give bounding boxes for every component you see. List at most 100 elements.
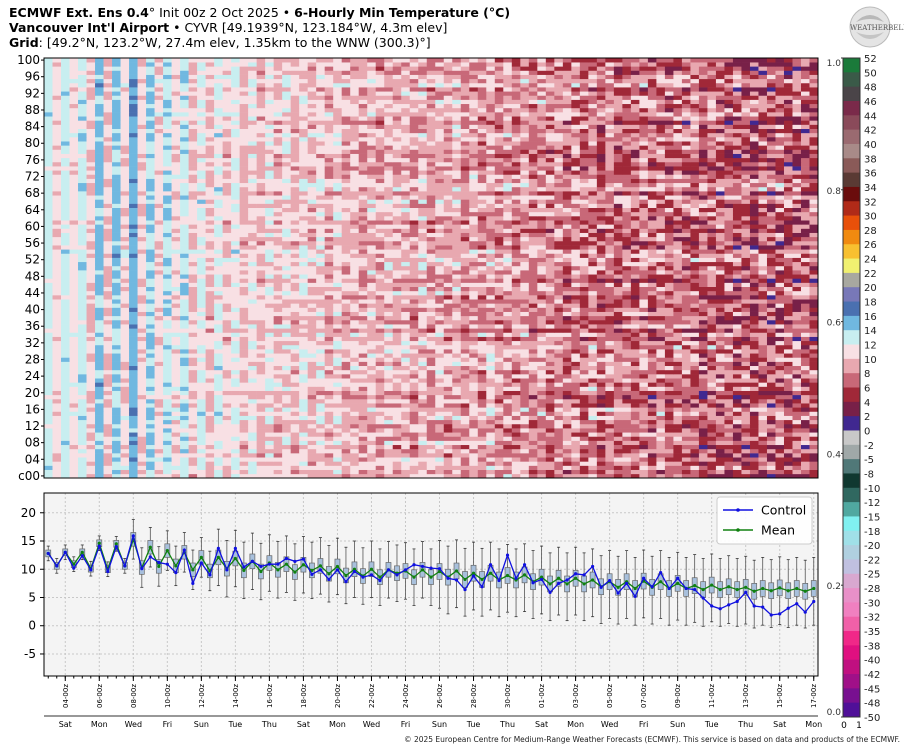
heatmap-cell xyxy=(154,328,164,333)
heatmap-cell xyxy=(324,419,334,425)
heatmap-cell xyxy=(469,428,479,433)
heatmap-cell xyxy=(239,374,249,379)
heatmap-cell xyxy=(358,394,368,400)
heatmap-cell xyxy=(197,432,206,437)
heatmap-cell xyxy=(324,386,334,391)
heatmap-cell xyxy=(214,299,223,304)
heatmap-cell xyxy=(418,270,428,275)
heatmap-cell xyxy=(469,382,479,387)
heatmap-cell xyxy=(188,278,198,283)
heatmap-cell xyxy=(358,353,368,358)
heatmap-cell xyxy=(554,469,564,475)
heatmap-cell xyxy=(239,365,249,371)
heatmap-cell xyxy=(520,415,530,421)
heatmap-cell xyxy=(639,265,649,271)
heatmap-cell xyxy=(749,361,759,367)
heatmap-cell xyxy=(95,423,104,429)
heatmap-cell xyxy=(154,419,164,425)
heatmap-cell xyxy=(435,394,445,400)
heatmap-cell xyxy=(664,378,674,383)
heatmap-cell xyxy=(596,469,606,475)
heatmap-cell xyxy=(103,286,113,292)
heatmap-cell xyxy=(698,378,708,383)
heatmap-cell xyxy=(673,469,683,475)
heatmap-cell xyxy=(460,257,470,263)
heatmap-cell xyxy=(307,290,317,296)
heatmap-cell xyxy=(358,432,368,437)
heatmap-cell xyxy=(783,403,793,408)
heatmap-cell xyxy=(154,374,164,379)
heatmap-cell xyxy=(112,349,121,354)
heatmap-cell xyxy=(588,303,598,308)
heatmap-cell xyxy=(401,378,411,383)
heatmap-cell xyxy=(673,278,683,283)
heatmap-cell xyxy=(562,278,572,283)
heatmap-cell xyxy=(163,398,172,404)
heatmap-cell xyxy=(460,444,470,450)
heatmap-cell xyxy=(622,274,632,279)
heatmap-cell xyxy=(426,398,436,404)
heatmap-cell xyxy=(180,378,189,383)
heatmap-cell xyxy=(154,411,164,416)
heatmap-cell xyxy=(758,469,768,475)
heatmap-cell xyxy=(571,249,581,254)
heatmap-cell xyxy=(146,270,155,275)
heatmap-cell xyxy=(52,423,62,429)
heatmap-cell xyxy=(443,278,453,283)
heatmap-cell xyxy=(222,332,232,337)
heatmap-cell xyxy=(103,353,113,358)
heatmap-cell xyxy=(724,261,734,267)
heatmap-cell xyxy=(494,328,504,333)
heatmap-cell xyxy=(673,299,683,304)
heatmap-cell xyxy=(613,453,623,458)
heatmap-cell xyxy=(486,357,496,362)
heatmap-cell xyxy=(112,319,121,325)
heatmap-cell xyxy=(809,278,819,283)
heatmap-cell xyxy=(350,432,360,437)
heatmap-cell xyxy=(469,253,479,258)
heatmap-cell xyxy=(112,265,121,271)
heatmap-cell xyxy=(44,365,53,371)
heatmap-cell xyxy=(792,382,802,387)
heatmap-cell xyxy=(239,444,249,450)
heatmap-cell xyxy=(418,374,428,379)
heatmap-cell xyxy=(783,473,793,479)
heatmap-cell xyxy=(477,473,487,479)
heatmap-cell xyxy=(188,453,198,458)
heatmap-cell xyxy=(545,315,555,321)
heatmap-cell xyxy=(273,336,283,342)
heatmap-cell xyxy=(61,374,70,379)
heatmap-cell xyxy=(724,415,734,421)
heatmap-cell xyxy=(741,453,751,458)
heatmap-cell xyxy=(273,307,283,312)
heatmap-cell xyxy=(809,340,819,346)
heatmap-cell xyxy=(783,448,793,454)
heatmap-cell xyxy=(792,473,802,479)
heatmap-cell xyxy=(562,253,572,258)
heatmap-cell xyxy=(715,270,725,275)
heatmap-cell xyxy=(299,357,308,362)
heatmap-cell xyxy=(426,357,436,362)
heatmap-cell xyxy=(596,332,606,337)
heatmap-cell xyxy=(316,286,325,292)
heatmap-cell xyxy=(579,286,589,292)
heatmap-cell xyxy=(103,249,113,254)
heatmap-cell xyxy=(486,265,496,271)
heatmap-cell xyxy=(375,319,385,325)
heatmap-cell xyxy=(605,444,615,450)
heatmap-cell xyxy=(537,278,547,283)
heatmap-cell xyxy=(78,307,87,312)
heatmap-cell xyxy=(307,295,317,300)
heatmap-cell xyxy=(239,386,249,391)
heatmap-cell xyxy=(120,270,130,275)
heatmap-cell xyxy=(766,453,776,458)
heatmap-cell xyxy=(707,349,717,354)
heatmap-cell xyxy=(197,398,206,404)
heatmap-cell xyxy=(520,257,530,263)
heatmap-cell xyxy=(384,361,394,367)
heatmap-cell xyxy=(469,295,479,300)
heatmap-cell xyxy=(579,423,589,429)
heatmap-cell xyxy=(120,332,130,337)
heatmap-cell xyxy=(282,411,291,416)
heatmap-cell xyxy=(205,253,215,258)
